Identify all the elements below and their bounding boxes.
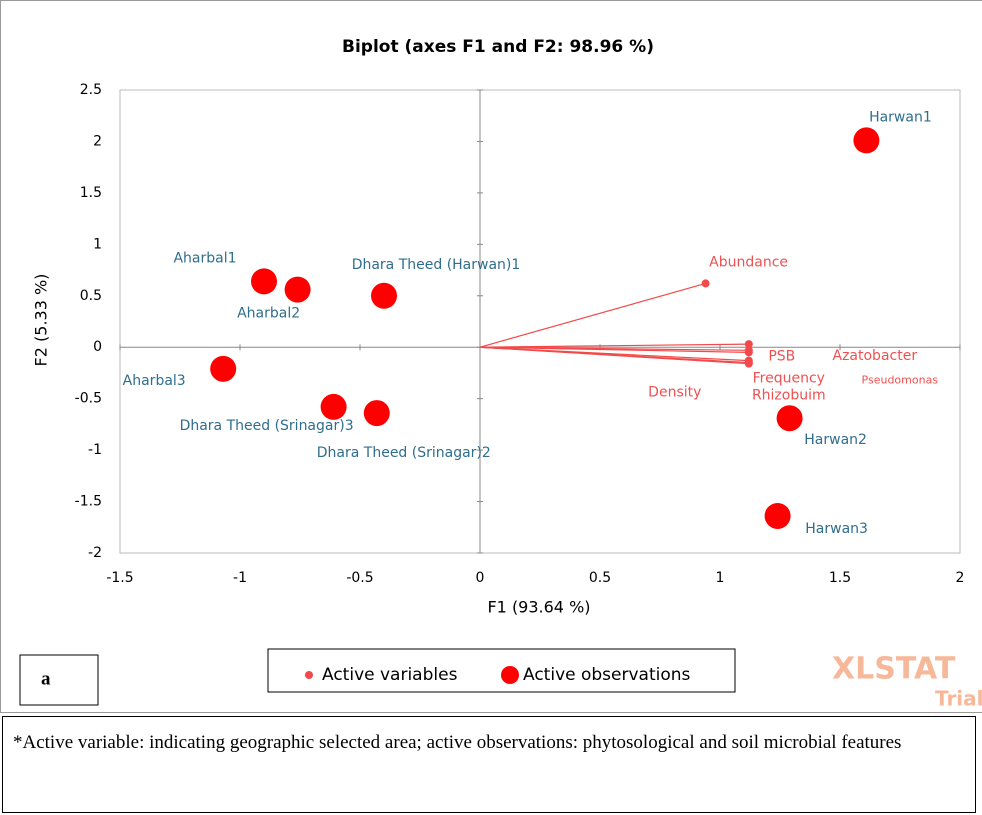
x-axis-label: F1 (93.64 %) (487, 598, 590, 617)
variable-vector (479, 282, 706, 348)
panel-label: a (41, 668, 51, 689)
observation-point (251, 268, 277, 295)
variable-point (701, 279, 710, 288)
y-tick-label: 1 (93, 236, 102, 252)
observation-point (371, 282, 397, 309)
point-label: Aharbal3 (123, 373, 186, 389)
y-tick-label: -1 (88, 442, 102, 458)
plot-frame (119, 89, 961, 554)
observation-point (776, 405, 803, 432)
x-tick-label: -1 (233, 570, 247, 586)
observation-point (320, 393, 347, 420)
point-label: Dhara Theed (Srinagar)2 (317, 445, 491, 461)
chart-frame (0, 0, 982, 713)
point-label: Dhara Theed (Harwan)1 (352, 257, 521, 273)
x-tick-label: 1.5 (829, 570, 851, 586)
observation-point (210, 355, 237, 382)
legend-label: Active variables (322, 665, 458, 685)
y-tick-label: 0.5 (80, 288, 102, 304)
chart-title: Biplot (axes F1 and F2: 98.96 %) (342, 37, 654, 57)
point-label: Harwan3 (805, 521, 868, 537)
point-label: Aharbal2 (237, 306, 300, 322)
watermark: XLSTAT (832, 652, 956, 687)
variable-point (744, 340, 753, 349)
point-label: Azatobacter (833, 348, 918, 364)
variable-point (744, 359, 753, 368)
observation-point (764, 502, 791, 529)
observation-point (284, 276, 311, 303)
point-label: Density (648, 385, 701, 401)
x-tick-label: -0.5 (346, 570, 373, 586)
x-tick-label: 1 (716, 570, 725, 586)
observation-point (853, 127, 880, 154)
x-tick-label: -1.5 (106, 570, 133, 586)
y-tick-label: -1.5 (75, 494, 102, 510)
point-label: Pseudomonas (862, 373, 939, 386)
panel-box (19, 654, 99, 706)
y-tick-label: 2.5 (80, 82, 102, 98)
point-label: Harwan1 (869, 109, 932, 125)
observation-point (363, 400, 390, 427)
point-label: PSB (768, 348, 795, 364)
y-tick-label: 1.5 (80, 185, 102, 201)
point-label: Aharbal1 (173, 250, 236, 266)
x-tick-label: 2 (956, 570, 965, 586)
legend (267, 648, 736, 693)
y-tick-label: -0.5 (75, 391, 102, 407)
point-label: Abundance (709, 254, 788, 270)
point-label: Rhizobuim (752, 388, 826, 404)
y-tick-label: -2 (88, 545, 102, 561)
legend-label: Active observations (523, 665, 691, 685)
y-axis-label: F2 (5.33 %) (32, 274, 51, 367)
footnote: *Active variable: indicating geographic … (2, 716, 976, 813)
y-tick-label: 0 (93, 339, 102, 355)
point-label: Harwan2 (804, 432, 867, 448)
variable-vector (479, 346, 749, 365)
watermark-sub: Trial (935, 687, 982, 711)
y-tick-label: 2 (93, 133, 102, 149)
x-tick-label: 0 (476, 570, 485, 586)
variable-vector (479, 346, 749, 353)
variable-point (744, 348, 753, 357)
chart: Biplot (axes F1 and F2: 98.96 %) F1 (93.… (0, 0, 982, 713)
legend-marker (305, 671, 313, 679)
variable-vector (479, 343, 749, 348)
point-label: Dhara Theed (Srinagar)3 (180, 418, 354, 434)
point-label: Frequency (753, 371, 825, 387)
x-tick-label: 0.5 (589, 570, 611, 586)
legend-marker (501, 666, 519, 684)
